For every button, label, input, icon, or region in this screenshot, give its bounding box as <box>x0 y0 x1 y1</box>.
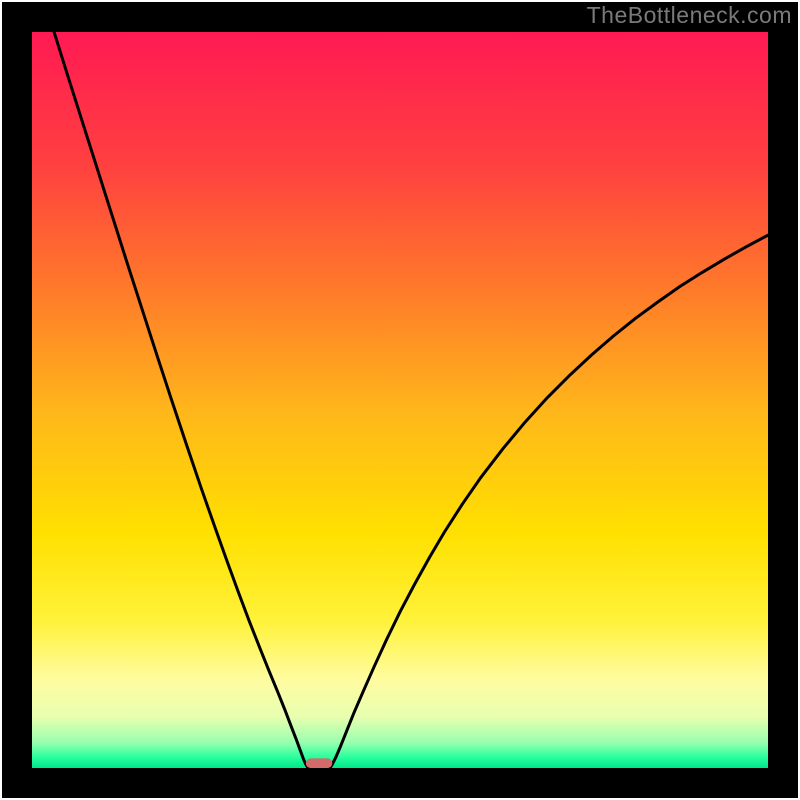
plot-background <box>32 32 768 768</box>
watermark-text: TheBottleneck.com <box>587 2 792 29</box>
bottleneck-marker <box>306 758 332 768</box>
plot-svg <box>0 0 800 800</box>
stage: TheBottleneck.com <box>0 0 800 800</box>
